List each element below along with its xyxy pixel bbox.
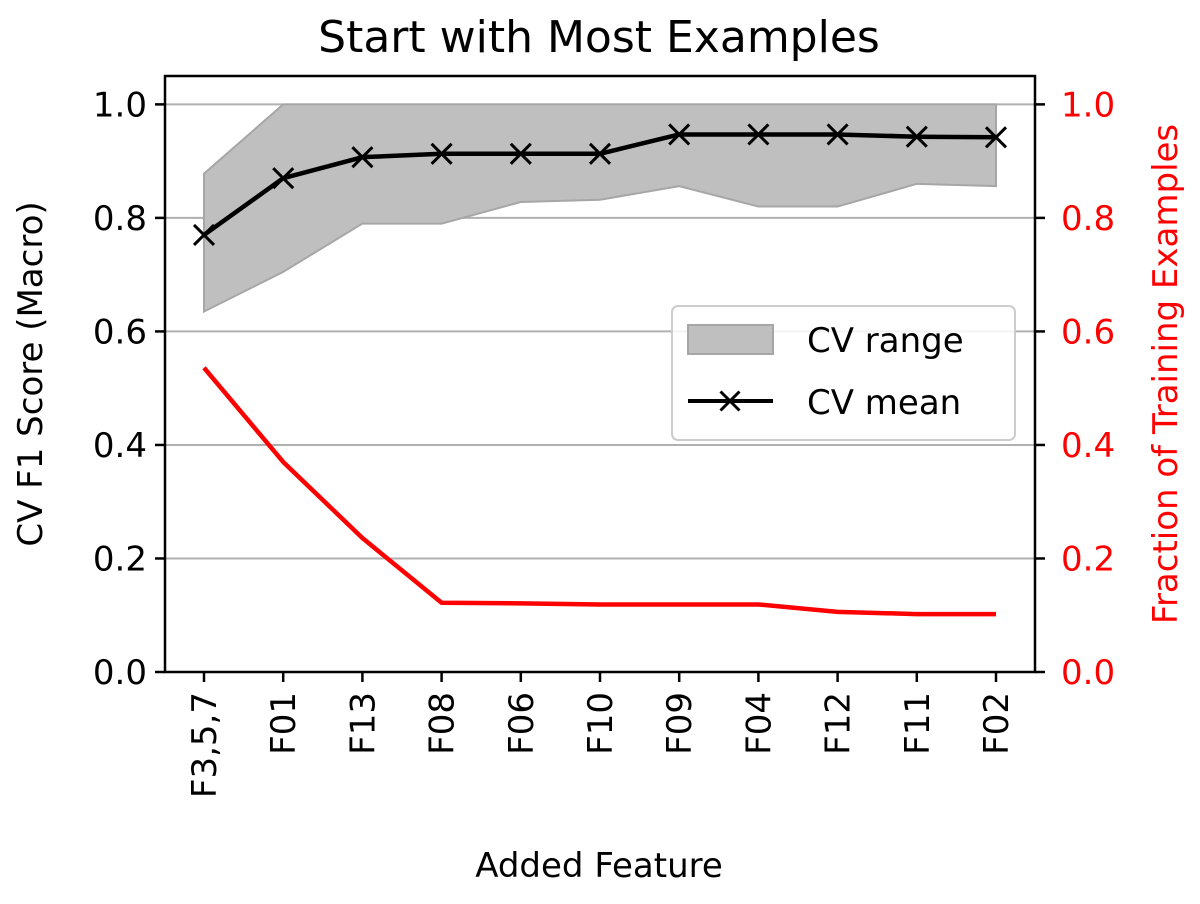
- cv-mean-marker: [588, 142, 612, 165]
- right-y-tick-label: 0.4: [1061, 426, 1115, 466]
- x-tick-label: F01: [264, 692, 304, 755]
- cv-mean-marker: [747, 123, 770, 146]
- cv-mean-marker: [668, 123, 691, 146]
- legend-range-swatch: [687, 324, 774, 355]
- right-y-axis: 0.0 0.2 0.4 0.6 0.8 1.0: [1035, 85, 1115, 693]
- cv-mean-marker: [905, 125, 928, 148]
- chart-title: Start with Most Examples: [318, 12, 880, 63]
- x-tick-label: F04: [739, 692, 779, 755]
- right-y-tick-label: 1.0: [1061, 85, 1115, 125]
- right-y-tick-label: 0.8: [1061, 199, 1115, 239]
- right-y-tick-label: 0.0: [1061, 653, 1115, 693]
- cv-mean-marker: [430, 142, 453, 165]
- cv-mean-marker: [351, 146, 374, 169]
- cv-mean-marker: [826, 123, 849, 146]
- cv-mean-marker: [984, 126, 1008, 149]
- y-tick-label: 0.2: [93, 539, 147, 579]
- y-tick-label: 0.6: [93, 312, 147, 352]
- x-tick-label: F12: [819, 692, 859, 755]
- left-y-axis: 0.0 0.2 0.4 0.6 0.8 1.0: [93, 85, 165, 693]
- cv-mean-series: [192, 123, 1008, 246]
- fraction-line: [202, 366, 996, 617]
- x-tick-label: F11: [898, 692, 938, 755]
- legend: CV range CV mean: [671, 305, 1016, 441]
- y-tick-label: 0.4: [93, 426, 147, 466]
- cv-mean-marker: [192, 223, 216, 246]
- x-axis-label: Added Feature: [475, 846, 723, 886]
- fraction-series: [202, 366, 996, 617]
- right-y-axis-label: Fraction of Training Examples: [1146, 124, 1186, 624]
- y-axis-label: CV F1 Score (Macro): [11, 201, 51, 546]
- legend-mean-marker: [719, 390, 741, 412]
- y-tick-label: 0.8: [93, 199, 147, 239]
- right-y-tick-label: 0.6: [1061, 312, 1115, 352]
- legend-range-label: CV range: [807, 321, 964, 361]
- cv-mean-marker: [509, 142, 532, 165]
- x-tick-label: F10: [581, 692, 621, 755]
- right-y-tick-label: 0.2: [1061, 539, 1115, 579]
- x-tick-label: F08: [423, 692, 463, 755]
- x-axis: F3,5,7 F01 F13 F08 F06 F10 F09 F04 F12 F11 F02: [185, 672, 1017, 798]
- legend-mean-label: CV mean: [807, 383, 961, 423]
- x-tick-label: F3,5,7: [185, 692, 225, 798]
- x-tick-label: F13: [343, 692, 383, 755]
- x-tick-label: F06: [502, 692, 542, 755]
- cv-mean-marker: [272, 167, 295, 190]
- y-tick-label: 0.0: [93, 653, 147, 693]
- x-tick-label: F02: [977, 692, 1017, 755]
- y-tick-label: 1.0: [93, 85, 147, 125]
- x-tick-label: F09: [660, 692, 700, 755]
